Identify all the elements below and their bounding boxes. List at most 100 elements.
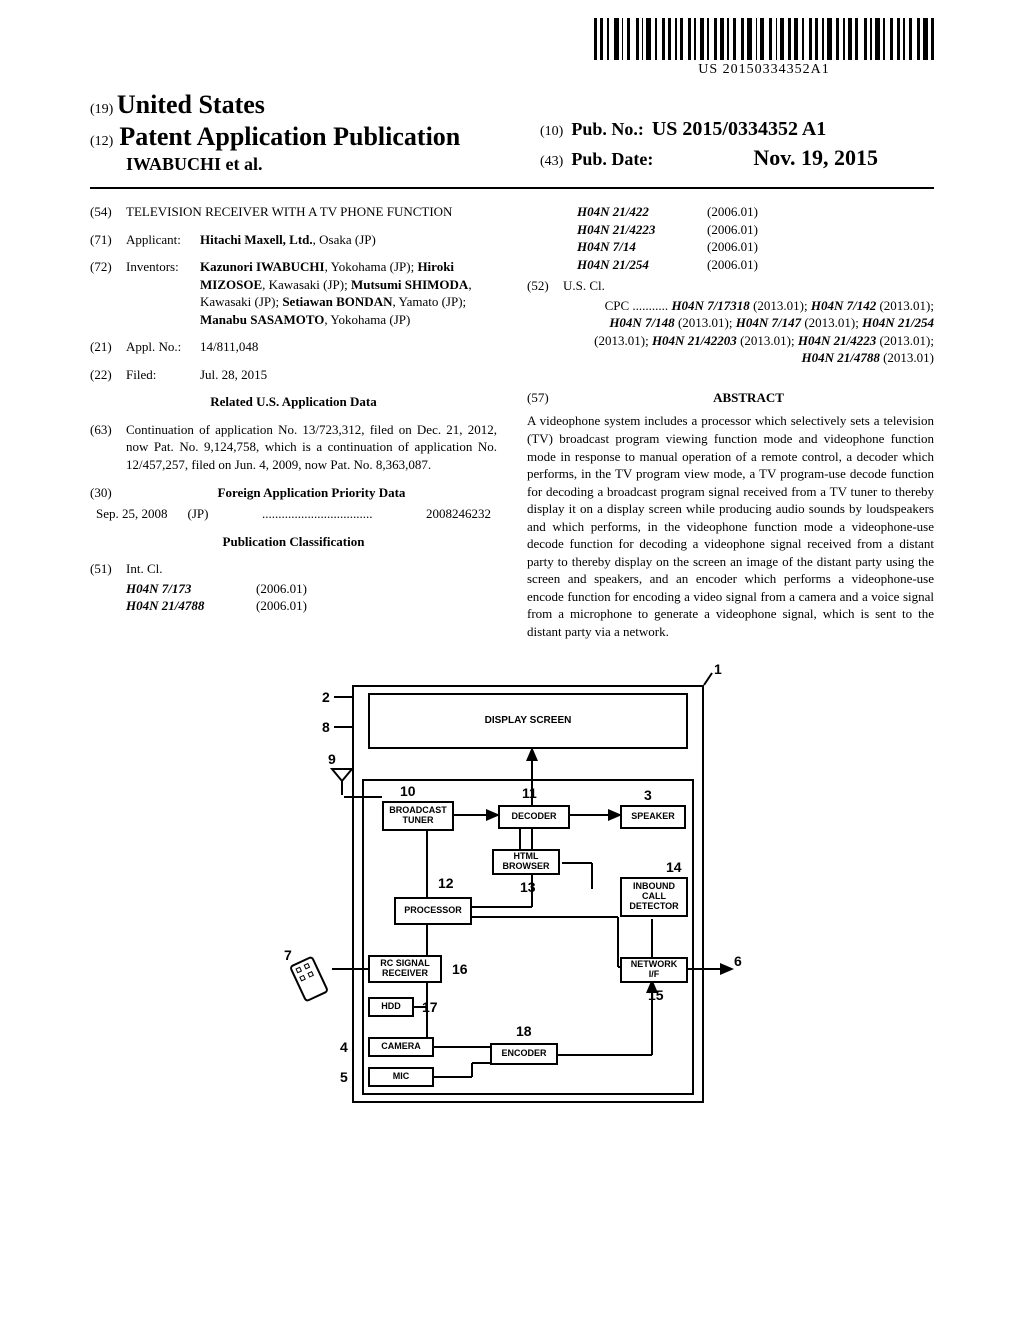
box-speaker: SPEAKER [620, 805, 686, 829]
barcode [594, 18, 934, 60]
label-16: 16 [452, 961, 468, 977]
box-display: DISPLAY SCREEN [368, 693, 688, 749]
abstract-title: ABSTRACT [563, 389, 934, 407]
related-title: Related U.S. Application Data [90, 393, 497, 411]
label-3: 3 [644, 787, 652, 803]
pubdate-label: Pub. Date: [571, 149, 653, 170]
intcl-ver: (2006.01) [707, 221, 807, 239]
block-diagram: DISPLAY SCREEN BROADCAST TUNER DECODER S… [272, 667, 752, 1117]
label-7: 7 [284, 947, 292, 963]
label-17: 17 [422, 999, 438, 1015]
label-10: 10 [400, 783, 416, 799]
right-header: (10) Pub. No.: US 2015/0334352 A1 (43) P… [540, 118, 878, 171]
box-decoder: DECODER [498, 805, 570, 829]
bibliographic-columns: (54) TELEVISION RECEIVER WITH A TV PHONE… [90, 203, 934, 641]
antenna-icon [330, 767, 354, 795]
intcl-code: H04N 21/254 [577, 256, 707, 274]
intcl-num: (51) [90, 560, 126, 578]
intcl-code: H04N 21/422 [577, 203, 707, 221]
pubdate-value: Nov. 19, 2015 [753, 145, 878, 171]
intcl-ver: (2006.01) [707, 238, 807, 256]
invention-title: TELEVISION RECEIVER WITH A TV PHONE FUNC… [126, 203, 497, 221]
cont-body: Continuation of application No. 13/723,3… [126, 421, 497, 474]
foreign-dots: .................................. [208, 505, 426, 523]
applno-value: 14/811,048 [200, 338, 497, 356]
intcl-table-right: H04N 21/422(2006.01) H04N 21/4223(2006.0… [577, 203, 934, 273]
abstract-num: (57) [527, 389, 563, 407]
pubno-value: US 2015/0334352 A1 [652, 118, 826, 141]
label-11: 11 [522, 785, 537, 801]
barcode-region: US 20150334352A1 [594, 18, 934, 78]
title-num: (54) [90, 203, 126, 221]
intcl-ver: (2006.01) [707, 203, 807, 221]
pub-prefix: (12) [90, 134, 113, 150]
filed-value: Jul. 28, 2015 [200, 366, 497, 384]
pubdate-prefix: (43) [540, 154, 563, 170]
inventors-body: Kazunori IWABUCHI, Yokohama (JP); Hiroki… [200, 258, 497, 328]
divider [90, 187, 934, 189]
intcl-ver: (2006.01) [256, 580, 356, 598]
foreign-title: Foreign Application Priority Data [126, 484, 497, 502]
label-2: 2 [322, 689, 330, 705]
intcl-code: H04N 7/14 [577, 238, 707, 256]
label-15: 15 [648, 987, 664, 1003]
cpc-label: CPC ........... [605, 298, 669, 313]
label-5: 5 [340, 1069, 348, 1085]
label-4: 4 [340, 1039, 348, 1055]
filed-label: Filed: [126, 366, 200, 384]
barcode-number: US 20150334352A1 [594, 62, 934, 78]
label-12: 12 [438, 875, 454, 891]
box-tuner: BROADCAST TUNER [382, 801, 454, 831]
label-8: 8 [322, 719, 330, 735]
box-camera: CAMERA [368, 1037, 434, 1057]
pub-type: Patent Application Publication [119, 122, 460, 152]
cont-num: (63) [90, 421, 126, 474]
label-1: 1 [714, 661, 722, 677]
intcl-label: Int. Cl. [126, 560, 497, 578]
inventors-label: Inventors: [126, 258, 200, 328]
abstract-body: A videophone system includes a processor… [527, 412, 934, 640]
foreign-num: (30) [90, 484, 126, 502]
intcl-code: H04N 21/4788 [126, 597, 256, 615]
box-processor: PROCESSOR [394, 897, 472, 925]
foreign-date: Sep. 25, 2008 [96, 505, 168, 523]
intcl-ver: (2006.01) [256, 597, 356, 615]
box-mic: MIC [368, 1067, 434, 1087]
intcl-code: H04N 7/173 [126, 580, 256, 598]
intcl-code: H04N 21/4223 [577, 221, 707, 239]
cpc-block: CPC ........... H04N 7/17318 (2013.01); … [527, 297, 934, 367]
uscl-num: (52) [527, 277, 563, 295]
label-18: 18 [516, 1023, 532, 1039]
left-column: (54) TELEVISION RECEIVER WITH A TV PHONE… [90, 203, 497, 641]
applno-label: Appl. No.: [126, 338, 200, 356]
pubno-prefix: (10) [540, 124, 563, 140]
label-6: 6 [734, 953, 742, 969]
foreign-app: 2008246232 [426, 505, 491, 523]
pubno-label: Pub. No.: [571, 119, 644, 140]
applicant-name: Hitachi Maxell, Ltd. [200, 232, 313, 247]
filed-num: (22) [90, 366, 126, 384]
box-encoder: ENCODER [490, 1043, 558, 1065]
uscl-label: U.S. Cl. [563, 277, 934, 295]
intcl-table-left: H04N 7/173(2006.01) H04N 21/4788(2006.01… [126, 580, 497, 615]
pubclass-title: Publication Classification [90, 533, 497, 551]
country: United States [117, 90, 265, 119]
box-netif: NETWORK I/F [620, 957, 688, 983]
figure-wrap: DISPLAY SCREEN BROADCAST TUNER DECODER S… [272, 667, 752, 1117]
foreign-country: (JP) [188, 505, 209, 523]
applicant-num: (71) [90, 231, 126, 249]
box-rc: RC SIGNAL RECEIVER [368, 955, 442, 983]
label-14: 14 [666, 859, 682, 875]
box-hdd: HDD [368, 997, 414, 1017]
inventors-num: (72) [90, 258, 126, 328]
box-browser: HTML BROWSER [492, 849, 560, 875]
country-prefix: (19) [90, 102, 113, 117]
right-column: H04N 21/422(2006.01) H04N 21/4223(2006.0… [527, 203, 934, 641]
label-13: 13 [520, 879, 536, 895]
label-9: 9 [328, 751, 336, 767]
applno-num: (21) [90, 338, 126, 356]
intcl-ver: (2006.01) [707, 256, 807, 274]
applicant-label: Applicant: [126, 231, 200, 249]
box-inbound: INBOUND CALL DETECTOR [620, 877, 688, 917]
applicant-loc: , Osaka (JP) [313, 232, 376, 247]
